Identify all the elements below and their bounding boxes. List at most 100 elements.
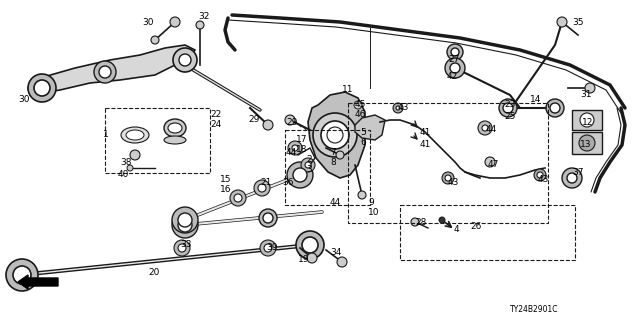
Text: 9: 9 — [368, 198, 374, 207]
Circle shape — [396, 106, 400, 110]
Circle shape — [393, 103, 403, 113]
FancyArrow shape — [18, 275, 58, 289]
Text: 16: 16 — [220, 185, 232, 194]
Circle shape — [254, 180, 270, 196]
Text: 29: 29 — [40, 278, 51, 287]
Circle shape — [439, 217, 445, 223]
Circle shape — [301, 158, 315, 172]
Text: 18: 18 — [296, 145, 307, 154]
Text: 6: 6 — [360, 138, 365, 147]
Text: 38: 38 — [120, 158, 131, 167]
Circle shape — [287, 162, 313, 188]
Text: 35: 35 — [572, 18, 584, 27]
Circle shape — [503, 103, 513, 113]
Circle shape — [537, 172, 543, 178]
Text: 47: 47 — [488, 160, 499, 169]
Ellipse shape — [121, 127, 149, 143]
Circle shape — [557, 17, 567, 27]
Circle shape — [258, 184, 266, 192]
Text: 40: 40 — [118, 170, 129, 179]
Text: 4: 4 — [454, 225, 460, 234]
Bar — [400, 205, 575, 260]
Text: 26: 26 — [470, 222, 481, 231]
Text: 19: 19 — [298, 255, 310, 264]
Text: 43: 43 — [398, 103, 410, 112]
Circle shape — [411, 218, 419, 226]
Text: 21: 21 — [260, 178, 271, 187]
Ellipse shape — [168, 123, 182, 133]
Circle shape — [178, 244, 186, 252]
Circle shape — [259, 209, 277, 227]
Text: 20: 20 — [148, 268, 159, 277]
Circle shape — [263, 120, 273, 130]
Circle shape — [263, 213, 273, 223]
Text: 41: 41 — [420, 140, 431, 149]
Text: 3: 3 — [306, 165, 312, 174]
Text: 42: 42 — [447, 72, 458, 81]
Circle shape — [442, 172, 454, 184]
Text: 45: 45 — [355, 100, 366, 109]
Text: 37: 37 — [572, 168, 584, 177]
Circle shape — [567, 173, 577, 183]
Circle shape — [179, 54, 191, 66]
Circle shape — [170, 17, 180, 27]
Circle shape — [285, 115, 295, 125]
Circle shape — [302, 237, 318, 253]
Circle shape — [130, 150, 140, 160]
Circle shape — [173, 48, 197, 72]
Text: 10: 10 — [368, 208, 380, 217]
Circle shape — [580, 113, 594, 127]
Text: 44: 44 — [286, 148, 297, 157]
Circle shape — [172, 212, 198, 238]
Text: 23: 23 — [504, 100, 515, 109]
Circle shape — [151, 36, 159, 44]
Ellipse shape — [164, 136, 186, 144]
Text: 15: 15 — [220, 175, 232, 184]
Circle shape — [546, 99, 564, 117]
Circle shape — [305, 162, 311, 168]
Polygon shape — [355, 115, 385, 140]
Bar — [572, 110, 602, 130]
Text: 17: 17 — [296, 135, 307, 144]
Text: 7: 7 — [330, 148, 336, 157]
Circle shape — [550, 103, 560, 113]
Circle shape — [337, 257, 347, 267]
Circle shape — [260, 240, 276, 256]
Polygon shape — [28, 45, 195, 95]
Text: 36: 36 — [282, 178, 294, 187]
Text: 28: 28 — [415, 218, 426, 227]
Text: 25: 25 — [504, 112, 515, 121]
Circle shape — [174, 240, 190, 256]
Text: 43: 43 — [448, 178, 460, 187]
Circle shape — [293, 168, 307, 182]
Circle shape — [127, 165, 133, 171]
Text: 13: 13 — [580, 140, 591, 149]
Text: 14: 14 — [530, 95, 541, 104]
Circle shape — [94, 61, 116, 83]
Bar — [105, 108, 210, 173]
Bar — [348, 103, 548, 223]
Text: 46: 46 — [355, 110, 366, 119]
Text: 27: 27 — [448, 55, 460, 64]
Circle shape — [196, 21, 204, 29]
Circle shape — [579, 135, 595, 151]
Circle shape — [354, 101, 362, 109]
Polygon shape — [308, 92, 365, 178]
Text: 11: 11 — [342, 85, 353, 94]
Ellipse shape — [164, 119, 186, 137]
Circle shape — [264, 244, 272, 252]
Circle shape — [28, 74, 56, 102]
Circle shape — [562, 168, 582, 188]
Circle shape — [172, 207, 198, 233]
Text: 29: 29 — [286, 118, 298, 127]
Ellipse shape — [126, 130, 144, 140]
Circle shape — [178, 213, 192, 227]
Text: 33: 33 — [180, 240, 191, 249]
Circle shape — [482, 125, 488, 131]
Circle shape — [313, 113, 357, 157]
Circle shape — [478, 121, 492, 135]
Circle shape — [288, 141, 302, 155]
Text: 24: 24 — [210, 120, 221, 129]
Text: 12: 12 — [582, 118, 593, 127]
Text: 2: 2 — [306, 155, 312, 164]
